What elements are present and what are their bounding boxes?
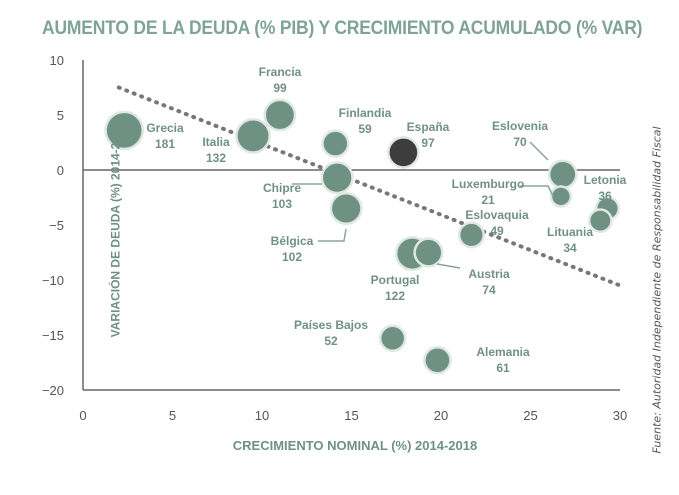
point-value: 102 [282,250,302,264]
bubble-italia [235,118,271,154]
point-label: Francia 99 [259,65,302,95]
point-label: Austria 74 [468,267,510,297]
bubble-espa-a [387,136,420,169]
point-value: 132 [206,151,226,165]
point-value: 61 [496,361,510,375]
x-tick-label: 0 [79,408,86,423]
bubble-eslovaquia [457,221,485,249]
point-name: Italia [202,135,230,149]
point-name: Eslovaquia [465,208,529,222]
point-name: Luxemburgo [452,177,525,191]
bubble-lituania [587,208,613,234]
point-value: 21 [481,193,495,207]
source-note: Fuente: Autoridad Independiente de Respo… [650,126,664,454]
point-label: Portugal 122 [371,273,420,303]
y-tick-label: 5 [57,108,64,123]
bubble-francia [263,98,297,132]
point-name: Bélgica [271,234,314,248]
point-label: Lituania 34 [547,225,593,255]
bubble-eslovenia [547,159,578,190]
point-name: España [407,120,450,134]
point-label: Luxemburgo 21 [452,177,525,207]
point-name: Austria [468,267,510,281]
point-value: 103 [272,197,292,211]
bubble-luxemburgo [549,185,573,208]
point-value: 97 [421,136,435,150]
point-label: Países Bajos 52 [294,318,368,348]
bubble-finlandia [321,129,350,158]
point-value: 49 [490,224,504,238]
point-value: 59 [358,122,372,136]
leader-line [318,228,347,242]
point-label: Grecia 181 [146,121,184,151]
y-tick-label: 10 [50,53,64,68]
point-label: Letonia 36 [584,173,627,203]
point-label: Bélgica 102 [271,234,314,264]
point-value: 34 [563,241,577,255]
y-axis-label: VARIACIÓN DE DEUDA (%) 2014-2018 [108,122,123,338]
x-tick-label: 25 [523,408,537,423]
bubble-pa-ses-bajos [378,324,407,353]
point-name: Países Bajos [294,318,368,332]
bubble-chipre [320,161,354,195]
x-tick-label: 30 [613,408,627,423]
point-value: 36 [598,189,612,203]
bubbles [104,98,621,375]
point-label: España 97 [407,120,450,150]
point-label: Finlandia 59 [339,106,392,136]
point-value: 74 [482,283,496,297]
x-tick-label: 20 [434,408,448,423]
y-tick-label: −5 [49,218,64,233]
point-label: Eslovenia 70 [492,119,548,149]
trend-line-group [116,85,622,288]
bubble-austria [413,237,444,268]
point-name: Portugal [371,273,420,287]
point-label: Chipre 103 [263,181,301,211]
y-tick-label: −15 [42,328,64,343]
point-name: Eslovenia [492,119,548,133]
leader-line [529,141,549,161]
point-labels: Grecia 181 Italia 132 Francia 99 Finlandia 59 Es… [146,65,626,375]
point-name: Alemania [476,345,530,359]
x-tick-label: 10 [255,408,269,423]
point-value: 52 [324,334,338,348]
bubble-alemania [423,345,452,375]
point-name: Francia [259,65,302,79]
y-tick-label: −20 [42,383,64,398]
point-value: 122 [385,289,405,303]
point-value: 99 [273,81,287,95]
point-label: Eslovaquia 49 [465,208,529,238]
point-name: Grecia [146,121,184,135]
leader-line [436,263,461,269]
x-tick-label: 15 [344,408,358,423]
bubble-b-lgica [329,191,363,226]
point-name: Letonia [584,173,627,187]
x-tick-label: 5 [169,408,176,423]
point-label: Italia 132 [202,135,230,165]
x-axis-label: CRECIMIENTO NOMINAL (%) 2014-2018 [232,438,478,453]
y-tick-label: 0 [57,163,64,178]
chart-title: AUMENTO DE LA DEUDA (% PIB) Y CRECIMIENT… [42,18,643,39]
bubble-grecia [104,110,144,151]
y-tick-label: −10 [42,273,64,288]
point-name: Lituania [547,225,593,239]
point-name: Chipre [263,181,301,195]
point-value: 181 [155,137,175,151]
point-label: Alemania 61 [476,345,530,375]
point-value: 70 [513,135,527,149]
leader-lines [292,141,554,269]
point-name: Finlandia [339,106,392,120]
leader-line [520,185,554,197]
axis-ticks: 0 5 10 15 20 25 30 10 5 0 −5 −10 −15 −20 [42,53,627,423]
trend-line [116,85,622,288]
